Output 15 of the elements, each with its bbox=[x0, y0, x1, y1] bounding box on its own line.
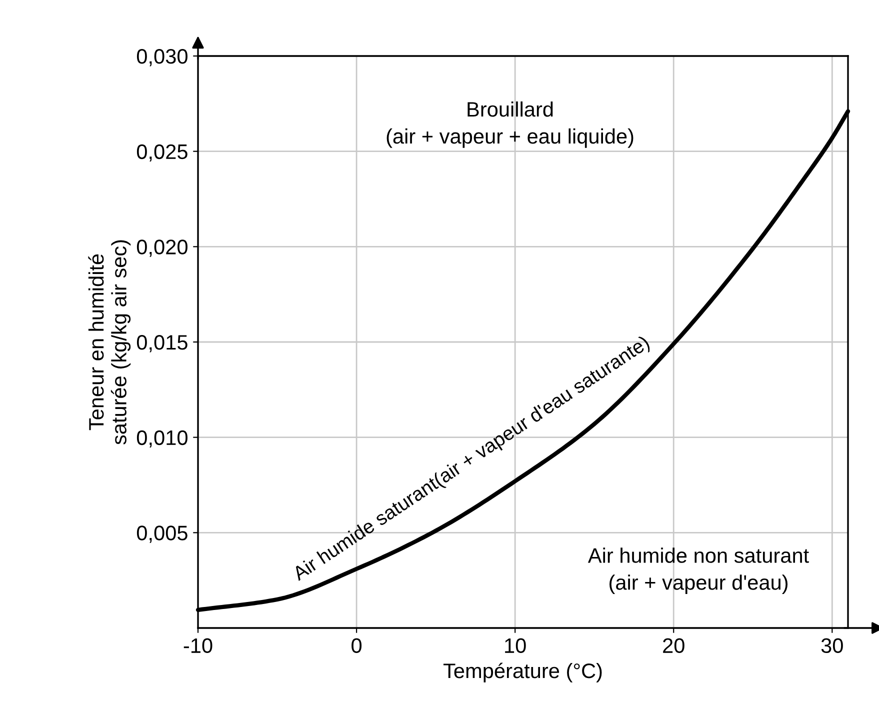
x-tick-label: 20 bbox=[663, 638, 684, 654]
x-axis-title: Température (°C) bbox=[443, 662, 602, 682]
x-tick-label: 0 bbox=[352, 638, 362, 654]
y-tick-label: 0,010 bbox=[136, 430, 188, 448]
y-tick-label: 0,005 bbox=[136, 526, 188, 543]
annotation: Brouillard (air + vapeur + eau liquide) bbox=[386, 101, 634, 148]
x-tick-label: 10 bbox=[505, 638, 526, 654]
y-axis-title: Teneur en humidité saturée (kg/kg air sec) bbox=[88, 240, 131, 444]
y-tick-label: 0,020 bbox=[136, 240, 188, 257]
x-tick-label: 30 bbox=[821, 638, 843, 654]
y-tick-label: 0,015 bbox=[136, 335, 188, 352]
annotation: Air humide non saturant (air + vapeur d'eau) bbox=[588, 548, 809, 594]
y-tick-label: 0,030 bbox=[136, 49, 188, 66]
y-tick-label: 0,025 bbox=[136, 144, 188, 162]
x-tick-label: -10 bbox=[184, 638, 212, 654]
